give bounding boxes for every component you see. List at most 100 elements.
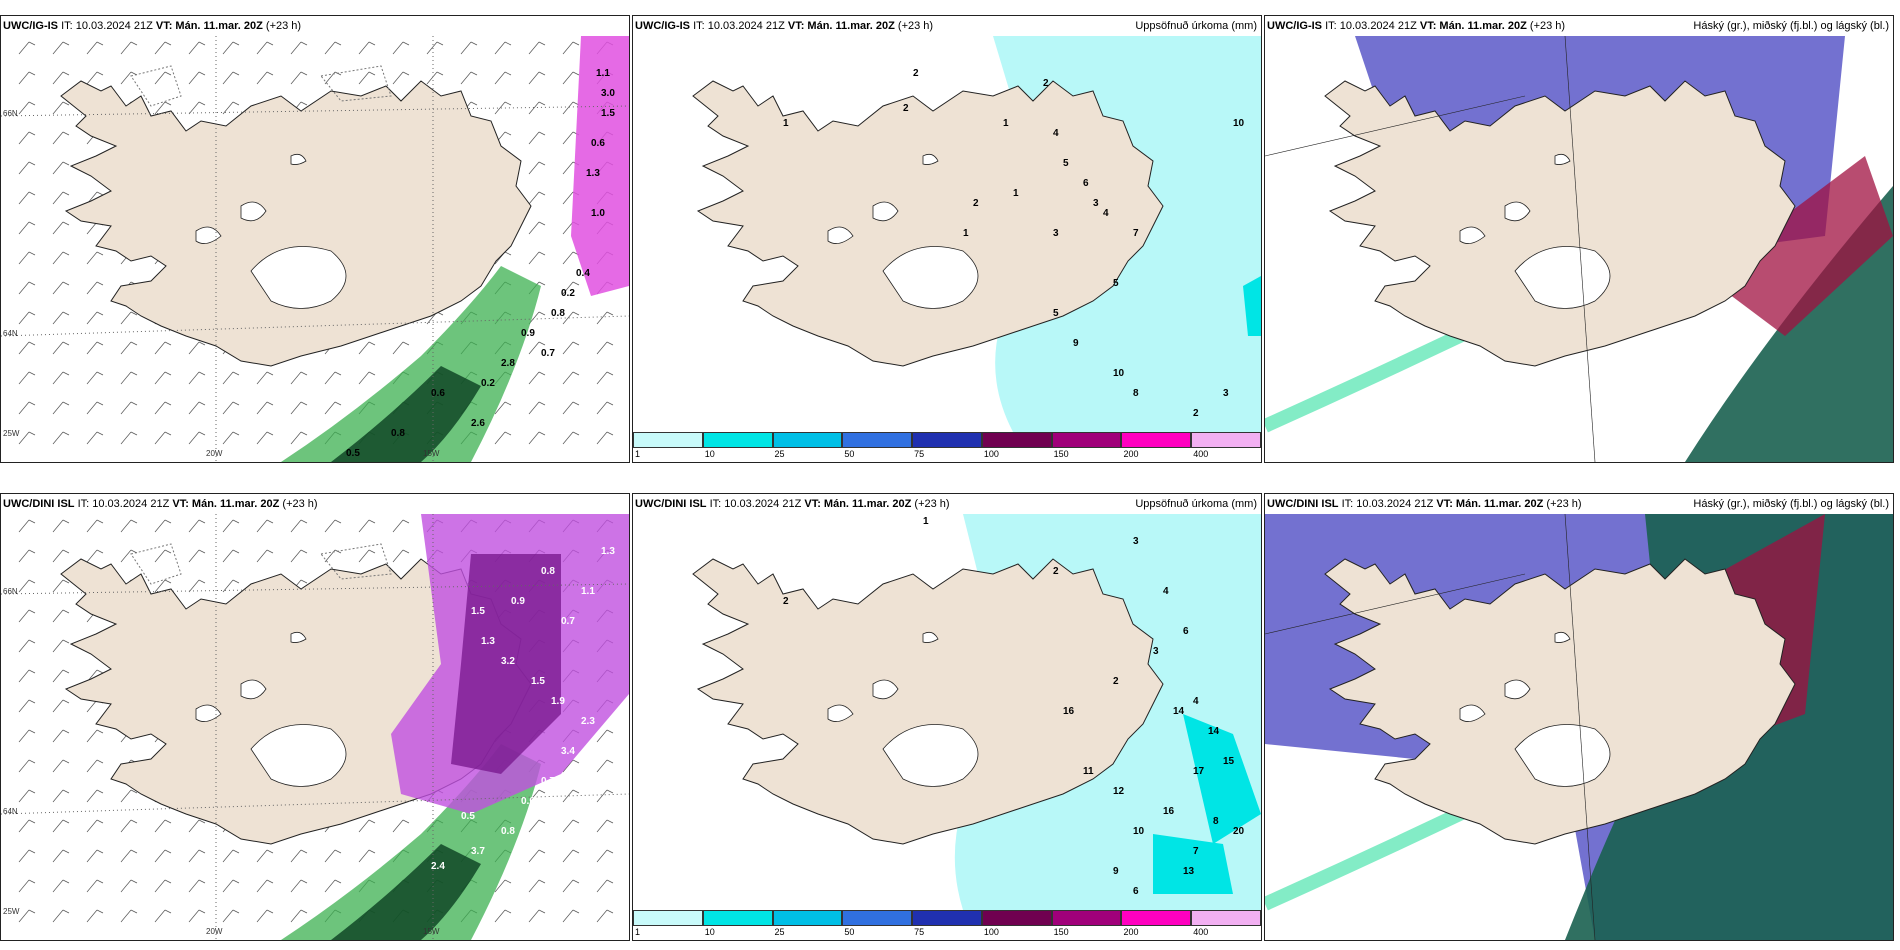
wind-barb [154, 519, 172, 533]
wind-barb [120, 41, 138, 55]
wind-barb [222, 879, 240, 893]
colorbar-swatch [842, 432, 913, 448]
precip-value: 1 [923, 516, 929, 527]
wind-barb [290, 519, 308, 533]
wind-barb [52, 579, 70, 593]
precip-value: 2.3 [581, 716, 595, 727]
precip-value: 3 [1153, 646, 1159, 657]
colorbar-swatch [1051, 910, 1122, 926]
wind-barb [562, 281, 580, 295]
wind-barb [52, 519, 70, 533]
glacier [240, 679, 267, 700]
wind-barb [562, 101, 580, 115]
wind-barb [596, 401, 614, 415]
wind-barb [460, 41, 478, 55]
panel-right-title: Uppsöfnuð úrkoma (mm) [1135, 498, 1257, 510]
glacier [872, 679, 899, 700]
precip-value: 20 [1233, 826, 1245, 837]
wind-barb [528, 221, 546, 235]
wind-barb [528, 371, 546, 385]
wind-barb [52, 41, 70, 55]
glacier [882, 724, 979, 787]
precip-value: 0.2 [561, 288, 575, 299]
glacier [195, 704, 222, 722]
border-line [1265, 573, 1526, 635]
precip-area-dark [331, 366, 481, 462]
colorbar-swatch [842, 910, 913, 926]
wind-barb [52, 101, 70, 115]
precip-value: 8 [1133, 388, 1139, 399]
wind-barb [290, 41, 308, 55]
cloud-low-red [1705, 156, 1893, 336]
wind-barb [256, 519, 274, 533]
accum-precip-map[interactable]: 1 2 2 1 1 2 4 5 6 3 4 7 2 1 5 9 10 8 2 3 10 5 3 [633, 36, 1261, 432]
wind-barb [562, 789, 580, 803]
wind-barb [256, 879, 274, 893]
wind-barb [52, 251, 70, 265]
wind-barb [120, 789, 138, 803]
wind-barb [562, 311, 580, 325]
wind-barb [392, 71, 410, 85]
coord-label: 20W [206, 927, 223, 936]
wind-barb [18, 131, 36, 145]
panel-title: UWC/IG-IS IT: 10.03.2024 21Z VT: Mán. 11… [1265, 16, 1893, 36]
precip-value: 1 [1013, 188, 1019, 199]
precip-value: 6 [1183, 626, 1189, 637]
wind-barb [18, 819, 36, 833]
wind-barb [154, 371, 172, 385]
wind-barb [18, 579, 36, 593]
panel-title: UWC/IG-IS IT: 10.03.2024 21Z VT: Mán. 11… [633, 16, 1261, 36]
wind-barb [18, 101, 36, 115]
wind-barb [426, 71, 444, 85]
precip-value: 0.6 [521, 796, 535, 807]
panel-title: UWC/DINI ISL IT: 10.03.2024 21Z VT: Mán.… [3, 498, 318, 510]
panel-igis-accum: UWC/IG-IS IT: 10.03.2024 21Z VT: Mán. 11… [632, 15, 1262, 463]
accum-precip-map[interactable]: 2 1 2 3 4 6 3 2 4 14 15 16 11 8 7 16 20 10 9 6 13 12 14 17 [633, 514, 1261, 910]
wind-barb [222, 849, 240, 863]
wind-barb [256, 549, 274, 563]
wind-barb [358, 71, 376, 85]
wind-barb [596, 311, 614, 325]
wind-barb [324, 519, 342, 533]
wind-barb [256, 371, 274, 385]
glacier [882, 246, 979, 309]
colorbar-swatch [1121, 432, 1192, 448]
precip-wind-map[interactable]: 20W 15W 66N 64N 25W 2.4 3.7 0.8 0.5 0.6 0.7 3.4 2.3 1… [1, 514, 629, 940]
wind-barb [596, 341, 614, 355]
wind-barb [18, 191, 36, 205]
wind-barb [562, 759, 580, 773]
wind-barb [494, 879, 512, 893]
wind-barb [52, 789, 70, 803]
cloud-map[interactable] [1265, 514, 1893, 940]
wind-barb [596, 819, 614, 833]
precip-value: 2 [1193, 408, 1199, 419]
wind-barb [324, 371, 342, 385]
wind-barb [562, 879, 580, 893]
colorbar-swatch [981, 432, 1052, 448]
wind-barb [222, 909, 240, 923]
glacier [1554, 153, 1571, 165]
precip-value: 0.5 [461, 811, 475, 822]
precip-value: 17 [1193, 766, 1205, 777]
wind-barb [290, 401, 308, 415]
wind-barb [596, 371, 614, 385]
glacier [240, 201, 267, 222]
wind-barb [86, 849, 104, 863]
precip-value: 4 [1053, 128, 1059, 139]
cloud-map[interactable] [1265, 36, 1893, 462]
wind-barb [494, 41, 512, 55]
precip-value: 7 [1193, 846, 1199, 857]
wind-barb [290, 431, 308, 445]
wind-barb [596, 849, 614, 863]
precip-wind-map[interactable]: 20W 15W 66N 64N 25W 0.5 0.8 0.6 2.6 0.2 2.8 0.7 0.9 0… [1, 36, 629, 462]
wind-barb [18, 759, 36, 773]
border-line [1265, 95, 1526, 157]
colorbar-tick: 50 [844, 927, 855, 937]
colorbar-tick: 200 [1123, 927, 1139, 937]
wind-barb [18, 519, 36, 533]
wind-barb [18, 699, 36, 713]
precip-value: 0.6 [431, 388, 445, 399]
wind-barb [528, 849, 546, 863]
wind-barb [222, 101, 240, 115]
wind-barb [18, 789, 36, 803]
